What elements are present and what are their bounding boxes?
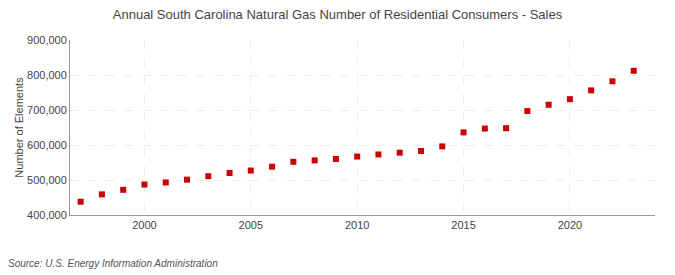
svg-text:900,000: 900,000 xyxy=(27,34,67,46)
svg-text:400,000: 400,000 xyxy=(27,209,67,221)
svg-text:2010: 2010 xyxy=(345,219,369,231)
svg-text:600,000: 600,000 xyxy=(27,139,67,151)
svg-text:Source: U.S. Energy Informatio: Source: U.S. Energy Information Administ… xyxy=(8,258,218,269)
svg-text:500,000: 500,000 xyxy=(27,174,67,186)
svg-text:2000: 2000 xyxy=(132,219,156,231)
svg-text:Annual South Carolina Natural: Annual South Carolina Natural Gas Number… xyxy=(113,7,563,22)
svg-text:2005: 2005 xyxy=(239,219,263,231)
svg-text:2020: 2020 xyxy=(558,219,582,231)
svg-text:Number of Elements: Number of Elements xyxy=(13,77,25,178)
svg-text:800,000: 800,000 xyxy=(27,69,67,81)
svg-text:700,000: 700,000 xyxy=(27,104,67,116)
svg-text:2015: 2015 xyxy=(451,219,475,231)
